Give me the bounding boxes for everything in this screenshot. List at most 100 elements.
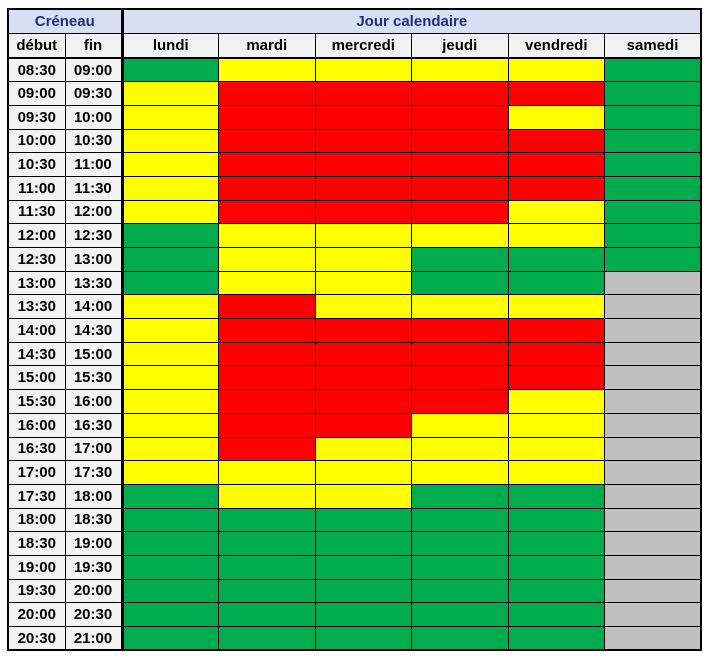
- slot-cell-yellow: [314, 294, 412, 320]
- slot-cell-yellow: [218, 483, 316, 509]
- slot-end-time: 17:00: [64, 436, 123, 462]
- slot-cell-red: [507, 175, 605, 201]
- slot-cell-green: [411, 626, 509, 651]
- slot-cell-red: [218, 152, 316, 177]
- slot-cell-green: [507, 626, 605, 651]
- slot-end-time: 09:30: [64, 81, 123, 106]
- slot-cell-yellow: [507, 223, 605, 248]
- slot-cell-green: [314, 531, 412, 556]
- table-row: 15:00 15:30: [7, 365, 702, 391]
- slot-cell-green: [604, 223, 702, 248]
- slot-cell-yellow: [314, 247, 412, 272]
- slot-cell-yellow: [507, 436, 605, 462]
- slot-cell-yellow: [411, 57, 509, 83]
- slot-cell-yellow: [314, 436, 412, 462]
- slot-end-time: 21:00: [64, 626, 123, 651]
- slot-cell-green: [411, 483, 509, 509]
- table-row: 18:00 18:30: [7, 507, 702, 533]
- slot-start-time: 19:00: [7, 554, 66, 580]
- slot-cell-yellow: [120, 460, 219, 485]
- slot-end-time: 13:00: [64, 247, 123, 272]
- slot-cell-yellow: [507, 294, 605, 320]
- slot-cell-yellow: [120, 81, 219, 106]
- slot-end-time: 20:30: [64, 602, 123, 627]
- slot-end-time: 19:30: [64, 554, 123, 580]
- slot-cell-green: [507, 554, 605, 580]
- slot-end-time: 15:30: [64, 365, 123, 391]
- slot-end-time: 17:30: [64, 460, 123, 485]
- table-row: 16:00 16:30: [7, 412, 702, 438]
- slot-cell-green: [120, 531, 219, 556]
- slot-cell-green: [218, 507, 316, 533]
- slot-cell-gray: [604, 365, 702, 391]
- slot-cell-green: [507, 270, 605, 296]
- slot-cell-green: [218, 554, 316, 580]
- slot-cell-green: [507, 531, 605, 556]
- slot-cell-gray: [604, 554, 702, 580]
- slot-cell-red: [507, 81, 605, 106]
- slot-cell-yellow: [218, 460, 316, 485]
- slot-cell-red: [314, 341, 412, 367]
- slot-cell-red: [411, 128, 509, 154]
- slot-cell-green: [604, 57, 702, 83]
- slot-cell-green: [120, 578, 219, 604]
- slot-cell-green: [411, 531, 509, 556]
- slot-cell-red: [314, 412, 412, 438]
- slot-cell-yellow: [120, 104, 219, 130]
- slot-start-time: 16:30: [7, 436, 66, 462]
- slot-cell-red: [218, 199, 316, 225]
- table-row: 20:30 21:00: [7, 626, 702, 651]
- slot-cell-red: [314, 152, 412, 177]
- slot-cell-yellow: [218, 270, 316, 296]
- slot-cell-yellow: [411, 294, 509, 320]
- slot-cell-yellow: [314, 57, 412, 83]
- slot-cell-green: [411, 507, 509, 533]
- slot-cell-green: [218, 578, 316, 604]
- table-row: 19:00 19:30: [7, 554, 702, 580]
- col-header-jeudi: jeudi: [411, 33, 509, 59]
- slot-cell-red: [507, 128, 605, 154]
- schedule-table: Créneau Jour calendaire début fin lundi …: [7, 8, 703, 652]
- slot-end-time: 14:00: [64, 294, 123, 320]
- slot-start-time: 10:30: [7, 152, 66, 177]
- column-header-row: début fin lundi mardi mercredi jeudi ven…: [7, 33, 702, 59]
- slot-cell-red: [411, 81, 509, 106]
- slot-cell-green: [507, 578, 605, 604]
- slot-end-time: 13:30: [64, 270, 123, 296]
- slot-cell-yellow: [314, 223, 412, 248]
- slot-start-time: 15:00: [7, 365, 66, 391]
- slot-end-time: 20:00: [64, 578, 123, 604]
- slot-end-time: 18:30: [64, 507, 123, 533]
- slot-start-time: 13:00: [7, 270, 66, 296]
- table-row: 17:30 18:00: [7, 483, 702, 509]
- slot-cell-green: [604, 104, 702, 130]
- slot-cell-red: [218, 128, 316, 154]
- slot-cell-green: [314, 554, 412, 580]
- table-row: 16:30 17:00: [7, 436, 702, 462]
- slot-cell-green: [218, 626, 316, 651]
- slot-cell-red: [314, 365, 412, 391]
- slot-cell-gray: [604, 602, 702, 627]
- slot-cell-gray: [604, 294, 702, 320]
- slot-cell-red: [218, 365, 316, 391]
- slot-cell-green: [120, 602, 219, 627]
- col-header-vendredi: vendredi: [507, 33, 605, 59]
- table-row: 08:30 09:00: [7, 57, 702, 83]
- slot-cell-yellow: [411, 223, 509, 248]
- col-header-samedi: samedi: [604, 33, 702, 59]
- slot-cell-green: [507, 247, 605, 272]
- slot-start-time: 11:00: [7, 175, 66, 201]
- slot-cell-yellow: [507, 199, 605, 225]
- slot-cell-yellow: [314, 460, 412, 485]
- slot-cell-red: [411, 318, 509, 343]
- slot-cell-green: [218, 531, 316, 556]
- slot-cell-yellow: [507, 460, 605, 485]
- slot-cell-red: [411, 152, 509, 177]
- slot-cell-red: [411, 365, 509, 391]
- slot-cell-red: [411, 104, 509, 130]
- slot-cell-green: [604, 128, 702, 154]
- slot-end-time: 11:30: [64, 175, 123, 201]
- slot-cell-red: [411, 199, 509, 225]
- slot-start-time: 12:00: [7, 223, 66, 248]
